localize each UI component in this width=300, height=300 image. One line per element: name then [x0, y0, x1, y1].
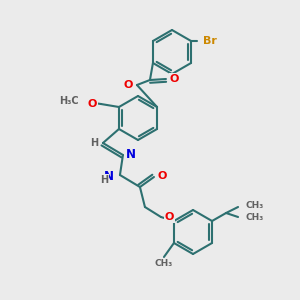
Text: N: N	[126, 148, 136, 161]
Text: N: N	[104, 169, 114, 182]
Text: CH₃: CH₃	[155, 260, 173, 268]
Text: CH₃: CH₃	[245, 214, 263, 223]
Text: H₃C: H₃C	[59, 96, 79, 106]
Text: O: O	[124, 80, 133, 90]
Text: O: O	[165, 212, 174, 222]
Text: O: O	[158, 171, 167, 181]
Text: O: O	[88, 99, 97, 109]
Text: H: H	[90, 138, 98, 148]
Text: O: O	[170, 74, 179, 84]
Text: Br: Br	[203, 36, 217, 46]
Text: CH₃: CH₃	[245, 200, 263, 209]
Text: H: H	[100, 175, 108, 185]
